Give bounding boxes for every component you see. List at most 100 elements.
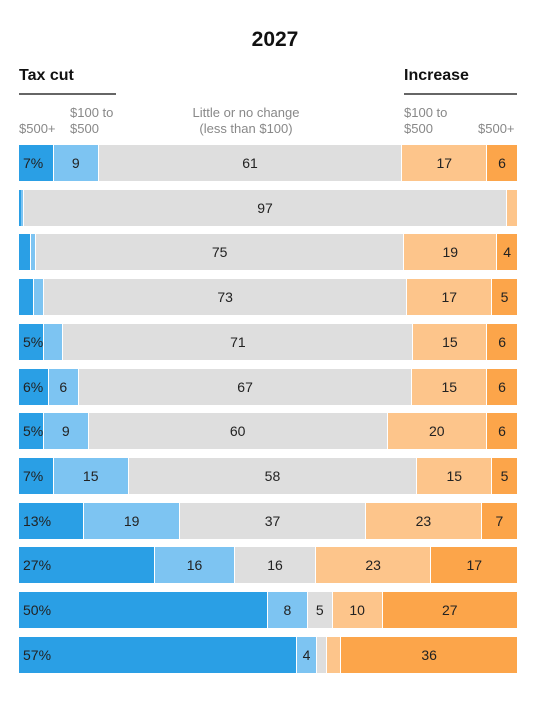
bar-segment-cut-small: [33, 279, 44, 316]
tax-cut-rule: [19, 93, 116, 95]
bar-segment-no-change: [316, 636, 327, 673]
bar-segment-inc-large: 36: [341, 636, 517, 673]
bar-segment-inc-small: 20: [387, 413, 488, 450]
bar-segment-inc-large: 4: [497, 234, 517, 271]
bar-row-7: 5% 9 60 20 6: [19, 413, 517, 450]
data-label: 5: [500, 467, 509, 484]
bar-segment-inc-small: 17: [407, 279, 493, 316]
data-label: 10: [349, 602, 365, 618]
bar-segment-inc-small: 19: [404, 234, 498, 271]
data-label: 23: [365, 557, 381, 574]
bar-segment-no-change: 97: [23, 189, 508, 226]
increase-rule: [404, 93, 517, 95]
bar-segment-no-change: 58: [128, 457, 418, 494]
data-label: 60: [229, 423, 246, 440]
data-label: 15: [446, 467, 463, 484]
bar-segment-no-change: 75: [36, 234, 405, 271]
data-label: 50%: [23, 602, 52, 618]
bar-segment-no-change: 5: [307, 592, 333, 628]
bar-row-12: 57% 4 36: [19, 636, 517, 673]
bar-segment-inc-small: 17: [402, 145, 488, 181]
bar-segment-inc-large: 6: [487, 323, 517, 360]
col-label-cut-small: $100 to $500: [70, 105, 114, 136]
bar-segment-inc-large: 6: [487, 368, 517, 405]
data-label: 71: [230, 333, 246, 350]
bar-segment-cut-large: 7%: [19, 457, 54, 494]
data-label: 5: [315, 602, 324, 618]
bar-row-2: 97: [19, 189, 517, 226]
bar-segment-inc-large: 27: [382, 592, 517, 628]
data-label: 97: [257, 199, 273, 216]
bar-segment-no-change: 67: [78, 368, 413, 405]
data-label: 75: [211, 244, 228, 261]
bar-segment-no-change: 61: [98, 145, 403, 181]
bar-segment-cut-large: 50%: [19, 592, 268, 628]
data-label: 6: [498, 378, 506, 395]
bar-row-3: 75 19 4: [19, 234, 517, 271]
bar-row-9: 13% 19 37 23 7: [19, 502, 517, 539]
data-label: 61: [242, 155, 258, 171]
data-label: 9: [71, 155, 80, 171]
data-label: 16: [186, 557, 203, 574]
data-label: 36: [421, 646, 437, 663]
data-label: 4: [302, 646, 311, 663]
bar-segment-inc-small: [507, 189, 517, 226]
data-label: 73: [217, 289, 233, 306]
data-label: 37: [264, 512, 281, 529]
data-label: 19: [123, 512, 140, 529]
bar-segment-inc-large: 6: [487, 145, 517, 181]
bar-segment-inc-small: 15: [412, 368, 488, 405]
data-label: 7%: [23, 467, 44, 484]
data-label: 16: [267, 557, 283, 574]
bar-segment-inc-small: 23: [315, 547, 432, 584]
data-label: 7%: [23, 155, 44, 171]
bar-segment-inc-large: 6: [487, 413, 517, 450]
bar-segment-inc-large: 5: [492, 279, 517, 316]
data-label: 13%: [23, 512, 52, 529]
bar-segment-cut-small: 19: [84, 502, 180, 539]
bar-segment-inc-large: 5: [492, 457, 517, 494]
bar-segment-cut-small: [31, 234, 37, 271]
bar-segment-no-change: 16: [235, 547, 316, 584]
bar-row-10: 27% 16 16 23 17: [19, 547, 517, 584]
bar-segment-cut-large: 5%: [19, 413, 44, 450]
data-label: 20: [429, 423, 445, 440]
data-label: 15: [442, 333, 458, 350]
data-label: 9: [61, 423, 70, 440]
bar-row-8: 7% 15 58 15 5: [19, 457, 517, 494]
bar-segment-inc-large: 17: [431, 547, 517, 584]
bar-segment-cut-large: 13%: [19, 502, 85, 539]
bar-segment-inc-small: 15: [413, 323, 488, 360]
data-label: 17: [441, 289, 458, 306]
data-label: 19: [442, 244, 459, 261]
bar-row-5: 5% 71 15 6: [19, 323, 517, 360]
chart-title: 2027: [251, 28, 299, 51]
col-label-inc-large: $500+: [478, 121, 515, 136]
data-label: 27%: [23, 557, 52, 574]
data-label: 5%: [23, 333, 44, 350]
bar-row-4: 73 17 5: [19, 279, 517, 316]
bar-segment-cut-large: 7%: [19, 145, 54, 181]
bar-segment-no-change: 73: [43, 279, 408, 316]
bar-segment-cut-small: 9: [43, 413, 89, 450]
tax-cut-heading: Tax cut: [19, 67, 74, 84]
data-label: 6: [498, 333, 507, 350]
bar-segment-cut-small: 9: [53, 145, 99, 181]
data-label: 6%: [23, 378, 44, 395]
data-label: 58: [264, 467, 281, 484]
data-label: 4: [503, 244, 512, 261]
bar-segment-inc-small: 23: [366, 502, 482, 539]
data-label: 6: [59, 378, 68, 395]
bar-segment-inc-large: 7: [481, 502, 517, 539]
bar-segment-cut-small: [21, 189, 24, 226]
data-label: 8: [283, 602, 292, 618]
data-label: 17: [436, 155, 453, 171]
bar-segment-cut-large: 5%: [19, 323, 44, 360]
increase-heading: Increase: [404, 67, 469, 84]
bar-segment-cut-large: 6%: [19, 368, 49, 405]
data-label: 67: [237, 378, 253, 395]
data-label: 15: [82, 467, 99, 484]
col-label-inc-small: $100 to $500: [404, 105, 448, 136]
bar-segment-cut-large: 27%: [19, 547, 155, 584]
